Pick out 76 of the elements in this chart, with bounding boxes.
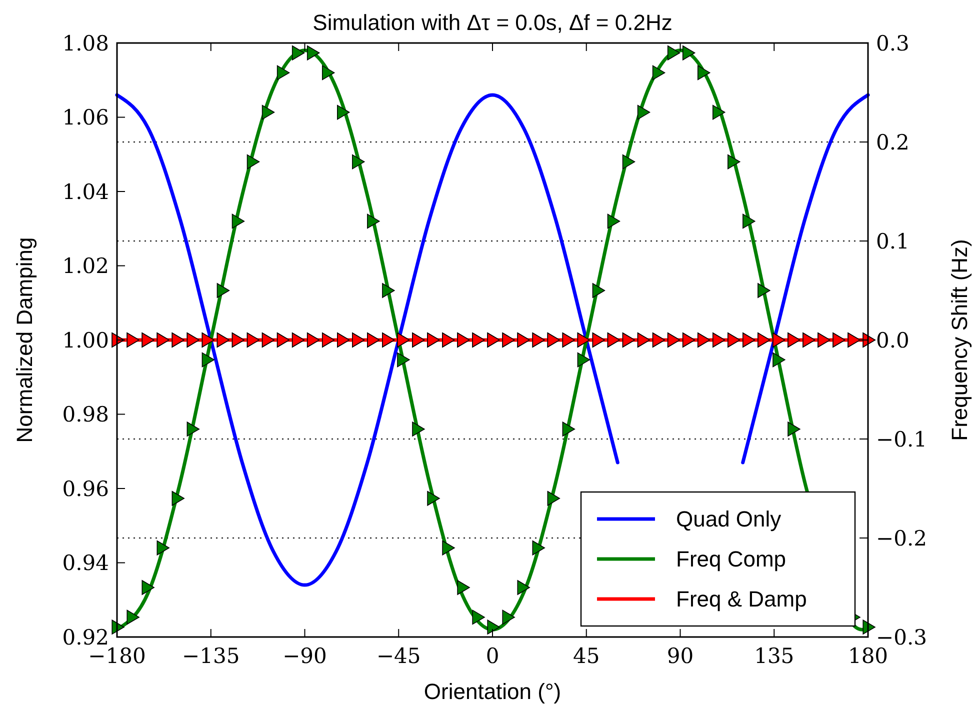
point <box>562 422 575 436</box>
x-axis-title: Orientation (°) <box>424 679 562 704</box>
point <box>292 46 305 60</box>
point <box>202 352 215 368</box>
point <box>592 283 606 298</box>
point <box>772 352 786 368</box>
point <box>126 610 140 625</box>
point <box>306 46 320 60</box>
point <box>487 620 500 634</box>
point <box>397 352 410 368</box>
legend-label: Freq & Damp <box>676 586 807 612</box>
y-tick-label: 0.98 <box>62 402 109 427</box>
x-tick-label: −135 <box>182 644 240 668</box>
y-tick-label: 1.04 <box>62 180 109 204</box>
point <box>577 352 590 368</box>
legend-label: Freq Comp <box>676 546 786 572</box>
point <box>472 610 485 625</box>
point <box>142 580 154 595</box>
point <box>607 214 620 229</box>
x-tick-label: 90 <box>666 644 694 668</box>
point <box>442 540 455 556</box>
y2-tick-label: 0.2 <box>876 130 910 154</box>
y-tick-label: 0.94 <box>62 551 109 576</box>
point <box>652 65 666 80</box>
point <box>352 154 365 170</box>
y-tick-label: 1.06 <box>62 106 109 130</box>
point <box>322 65 335 80</box>
x-tick-label: −45 <box>376 644 421 668</box>
point <box>862 620 876 634</box>
y2-tick-label: 0.0 <box>876 328 910 352</box>
y-tick-label: 0.96 <box>62 476 109 501</box>
x-tick-label: 180 <box>848 644 888 668</box>
point <box>517 580 530 595</box>
point <box>502 610 515 625</box>
point <box>667 46 680 60</box>
y2-axis-title: Frequency Shift (Hz) <box>947 239 972 441</box>
point <box>337 104 350 120</box>
point <box>742 214 756 229</box>
point <box>532 540 545 556</box>
y2-tick-label: 0.3 <box>876 31 910 56</box>
x-tick-label: 45 <box>573 644 600 668</box>
y2-tick-label: −0.1 <box>876 427 927 452</box>
point <box>186 422 200 436</box>
point <box>622 154 636 170</box>
point <box>232 214 245 229</box>
y2-tick-label: 0.1 <box>876 229 910 254</box>
point <box>637 104 650 120</box>
chart-title: Simulation with Δτ = 0.0s, Δf = 0.2Hz <box>312 10 672 35</box>
point <box>112 620 124 634</box>
point <box>697 65 710 80</box>
y-tick-label: 1.08 <box>62 31 109 56</box>
point <box>682 46 696 60</box>
y2-tick-label: −0.2 <box>876 526 927 550</box>
point <box>728 154 740 170</box>
point <box>412 422 425 436</box>
point <box>276 65 290 80</box>
legend-label: Quad Only <box>676 506 782 532</box>
point <box>457 580 470 595</box>
point <box>156 540 170 556</box>
point <box>788 422 800 436</box>
point <box>427 491 440 506</box>
x-tick-label: −90 <box>282 644 327 668</box>
point <box>382 283 395 298</box>
point <box>216 283 230 298</box>
point <box>262 104 275 120</box>
point <box>246 154 260 170</box>
y-tick-label: 1.02 <box>62 254 109 278</box>
y-tick-label: 1.00 <box>62 328 109 352</box>
point <box>547 491 560 506</box>
point <box>367 214 380 229</box>
y-axis-title: Normalized Damping <box>12 237 37 443</box>
point <box>712 104 726 120</box>
point <box>758 283 770 298</box>
x-tick-label: 135 <box>754 644 794 668</box>
point <box>172 491 184 506</box>
x-tick-label: 0 <box>486 644 500 668</box>
